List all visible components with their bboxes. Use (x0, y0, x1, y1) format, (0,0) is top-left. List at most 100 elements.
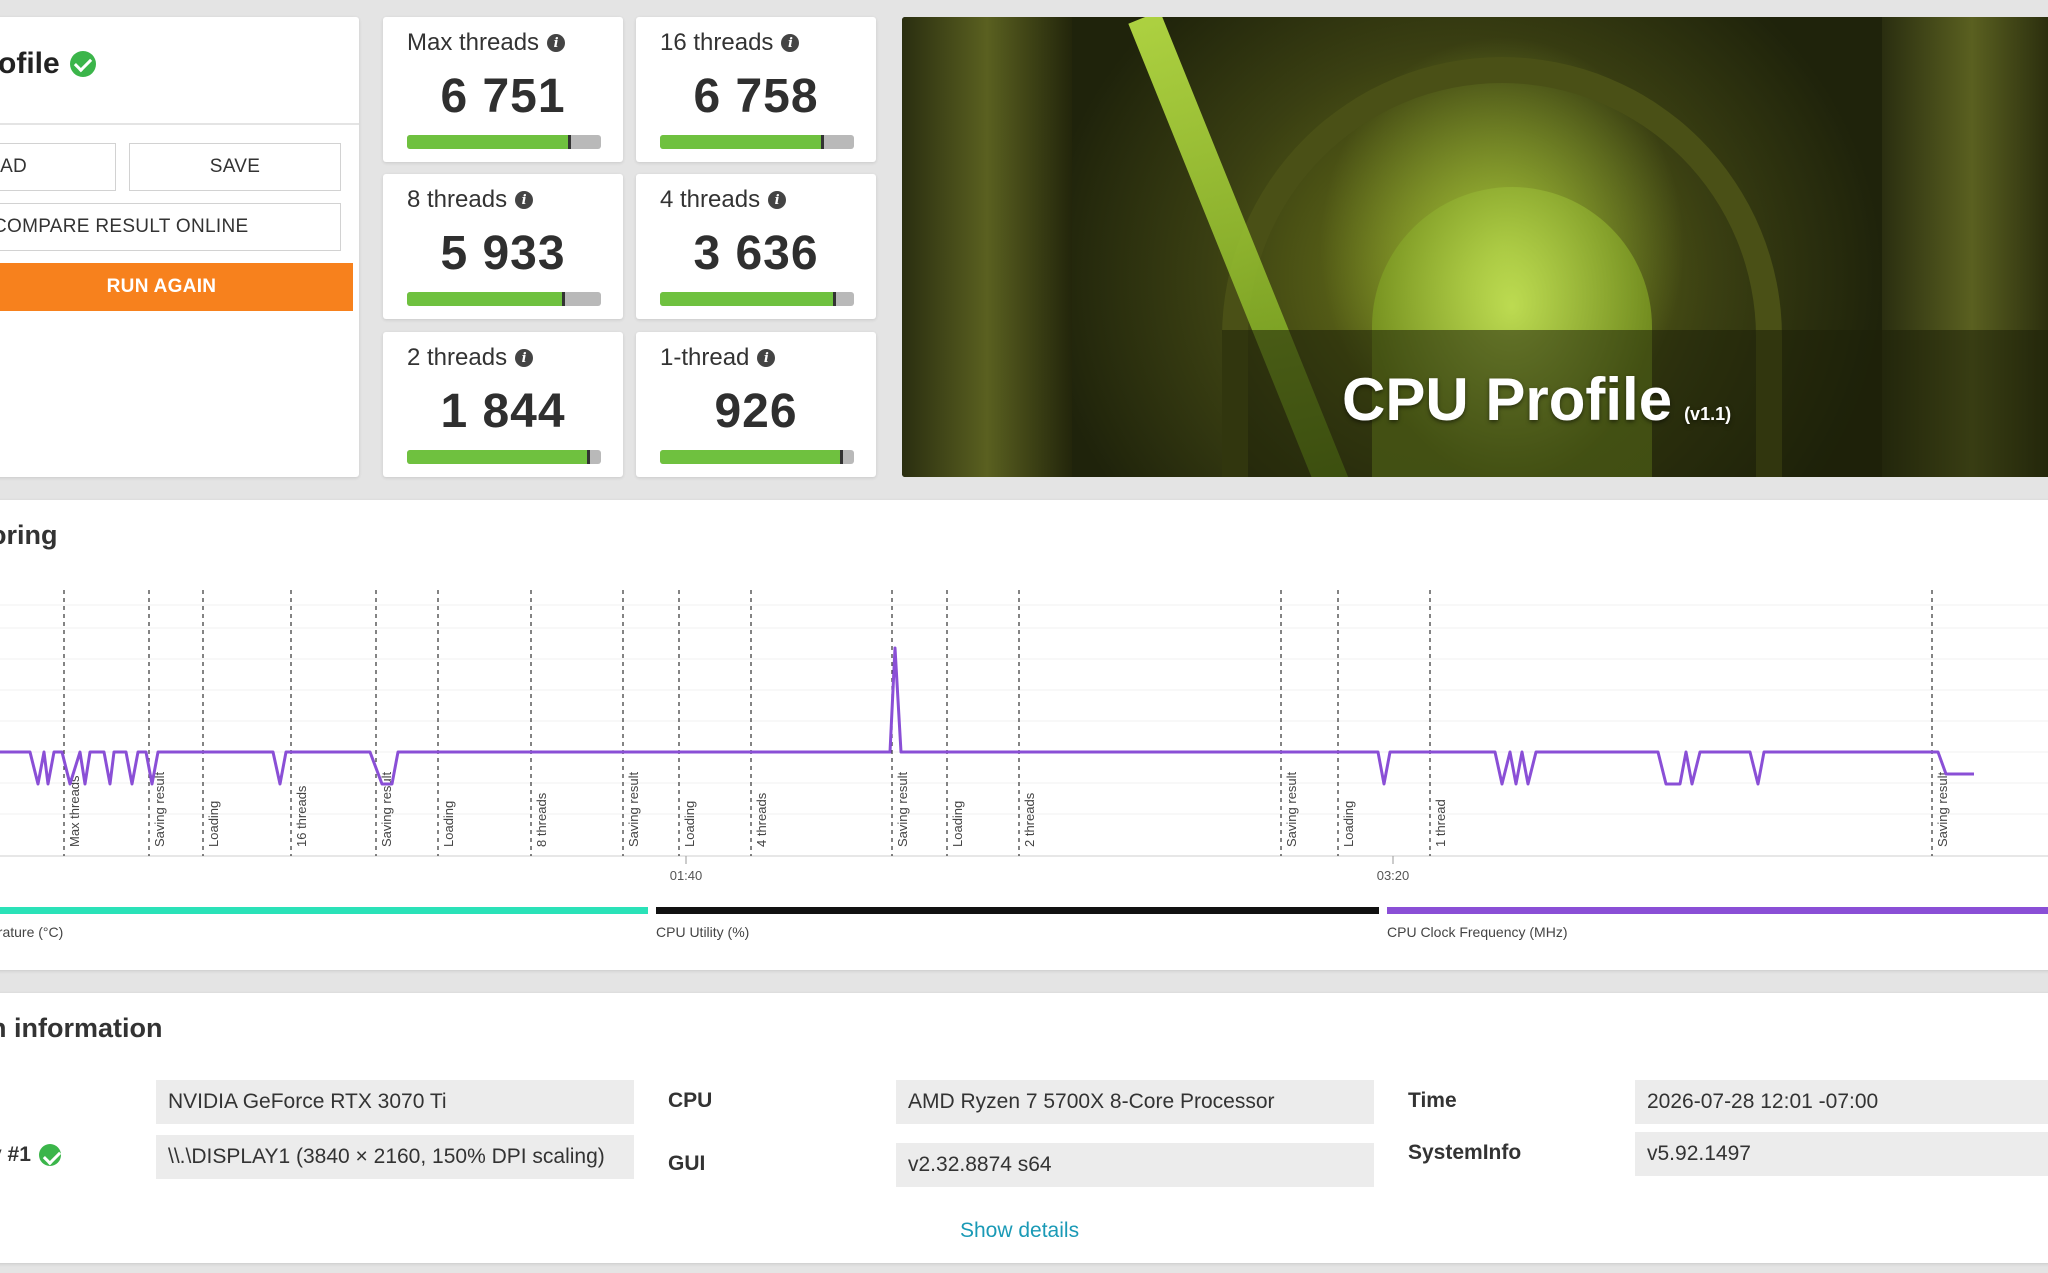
info-icon[interactable]: i (768, 191, 787, 209)
systeminfo-label: SystemInfo (1408, 1141, 1522, 1164)
show-details-link[interactable]: Show details (960, 1219, 1080, 1242)
check-icon (38, 1144, 61, 1166)
phase-marker-label: Saving result (895, 771, 910, 847)
legend-cpu-utility-bar[interactable] (656, 907, 1379, 914)
info-icon[interactable]: i (515, 191, 534, 209)
score-bar (407, 450, 601, 464)
cpu-label: CPU (668, 1089, 713, 1112)
phase-marker-label: Saving result (152, 771, 167, 847)
phase-marker-label: Loading (682, 801, 697, 847)
check-icon (69, 51, 96, 77)
display-label: y #1 (0, 1143, 61, 1167)
phase-marker-label: Loading (1341, 801, 1356, 847)
score-value: 6 758 (693, 70, 819, 123)
run-again-button[interactable]: RUN AGAIN (0, 263, 353, 311)
phase-marker-label: 1 thread (1433, 799, 1448, 847)
legend-temperature-bar[interactable] (0, 907, 648, 914)
score-label-text: 4 threads (660, 186, 761, 213)
score-label: 16 threads i (660, 29, 800, 57)
score-value: 5 933 (440, 227, 566, 280)
score-bar-fill (407, 135, 570, 149)
score-bar (660, 135, 854, 149)
phase-marker-label: Saving result (379, 771, 394, 847)
score-value: 3 636 (693, 227, 819, 280)
score-label-text: 8 threads (407, 186, 508, 213)
score-tile: 16 threads i 6 758 (636, 17, 876, 162)
time-label: Time (1408, 1089, 1457, 1112)
score-value: 926 (714, 385, 798, 438)
system-information-panel: n information NVIDIA GeForce RTX 3070 Ti… (0, 993, 2048, 1263)
score-value: 1 844 (440, 385, 566, 438)
score-label-text: 2 threads (407, 344, 508, 371)
phase-marker-label: Loading (206, 801, 221, 847)
info-icon[interactable]: i (757, 349, 776, 367)
systeminfo-value: v5.92.1497 (1635, 1132, 2048, 1176)
score-label: 1-thread i (660, 344, 776, 372)
score-bar-fill (660, 135, 823, 149)
phase-marker-label: 4 threads (754, 792, 769, 847)
time-value: 2026-07-28 12:01 -07:00 (1635, 1080, 2048, 1124)
score-bar-fill (407, 450, 590, 464)
hero-overlay (1222, 330, 2048, 477)
compare-result-online-button[interactable]: COMPARE RESULT ONLINE (0, 203, 341, 251)
score-bar (407, 292, 601, 306)
save-button[interactable]: SAVE (129, 143, 341, 191)
score-tile: 8 threads i 5 933 (383, 174, 623, 319)
display-value: \\.\DISPLAY1 (3840 × 2160, 150% DPI scal… (156, 1135, 634, 1179)
legend-cpu-clock-bar[interactable] (1387, 907, 2048, 914)
hero-title: CPU Profile (v1.1) (1342, 365, 1731, 434)
x-tick-label: 03:20 (1377, 868, 1410, 880)
phase-marker-label: 16 threads (294, 785, 309, 847)
phase-marker-label: Saving result (626, 771, 641, 847)
score-tile: 4 threads i 3 636 (636, 174, 876, 319)
load-button[interactable]: OAD (0, 143, 116, 191)
score-bar (660, 450, 854, 464)
cpu-clock-frequency-line (0, 646, 1974, 786)
hero-banner: CPU Profile (v1.1) (902, 17, 2048, 477)
monitoring-chart: Max threads Saving result Loading 16 thread… (0, 590, 2048, 880)
system-information-title: n information (0, 1013, 163, 1043)
score-label-text: Max threads (407, 29, 540, 56)
score-bar-marker (587, 450, 591, 464)
profile-title: ofile (0, 47, 96, 81)
score-bar (660, 292, 854, 306)
legend-temperature-label: erature (°C) (0, 924, 64, 940)
score-value: 6 751 (440, 70, 566, 123)
x-tick-label: 01:40 (670, 868, 703, 880)
info-icon[interactable]: i (515, 349, 534, 367)
monitoring-title: oring (0, 520, 58, 550)
score-label: Max threads i (407, 29, 566, 57)
score-label: 4 threads i (660, 186, 787, 214)
phase-marker-label: Loading (441, 801, 456, 847)
profile-title-text: ofile (0, 47, 60, 80)
score-label: 2 threads i (407, 344, 534, 372)
info-icon[interactable]: i (547, 34, 566, 52)
gui-value: v2.32.8874 s64 (896, 1143, 1374, 1187)
phase-marker-label: 2 threads (1022, 792, 1037, 847)
score-bar-fill (407, 292, 565, 306)
phase-marker-label: Loading (950, 801, 965, 847)
info-icon[interactable]: i (781, 34, 800, 52)
score-bar-marker (567, 135, 571, 149)
phase-marker-label: 8 threads (534, 792, 549, 847)
gui-label: GUI (668, 1152, 706, 1175)
score-bar-marker (840, 450, 844, 464)
gpu-value: NVIDIA GeForce RTX 3070 Ti (156, 1080, 634, 1124)
score-label-text: 16 threads (660, 29, 774, 56)
divider (0, 123, 359, 125)
phase-marker-label: Saving result (1284, 771, 1299, 847)
score-label-text: 1-thread (660, 344, 750, 371)
score-tile: Max threads i 6 751 (383, 17, 623, 162)
phase-marker-label: Max threads (67, 775, 82, 847)
legend-cpu-clock-label: CPU Clock Frequency (MHz) (1387, 924, 1568, 940)
cpu-value: AMD Ryzen 7 5700X 8-Core Processor (896, 1080, 1374, 1124)
score-bar-marker (562, 292, 566, 306)
hero-title-text: CPU Profile (1342, 366, 1673, 433)
score-bar (407, 135, 601, 149)
score-label: 8 threads i (407, 186, 534, 214)
score-tile: 1-thread i 926 (636, 332, 876, 477)
score-tile: 2 threads i 1 844 (383, 332, 623, 477)
display-label-text: y #1 (0, 1143, 31, 1166)
monitoring-panel: oring Max threads Saving result Loading 16 … (0, 500, 2048, 970)
profile-panel: ofile OAD SAVE COMPARE RESULT ONLINE RUN… (0, 17, 359, 477)
